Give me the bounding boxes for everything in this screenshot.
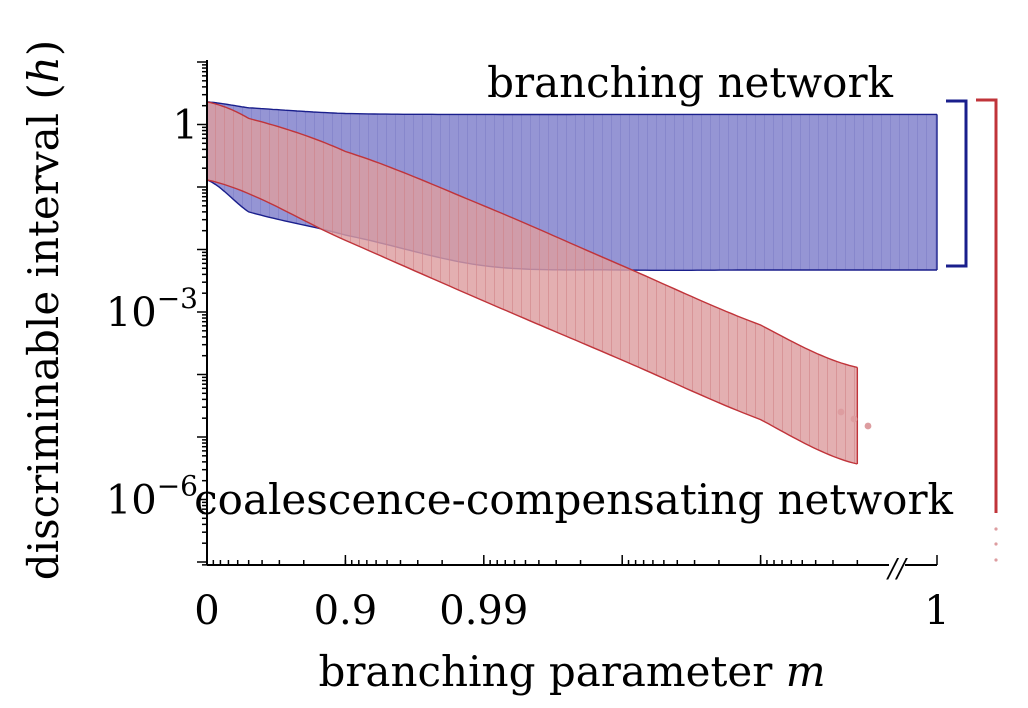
x-tick-labels: 0 0.9 0.99 1 bbox=[194, 588, 949, 634]
x-tick-label: 0.99 bbox=[439, 588, 528, 634]
band-upper-edge bbox=[207, 101, 937, 116]
continuation-dots bbox=[837, 408, 872, 430]
x-tick-label: 1 bbox=[924, 588, 949, 634]
x-ticks bbox=[206, 555, 938, 565]
x-axis-title-text: branching parameter bbox=[318, 647, 785, 696]
y-axis-title-close: ) bbox=[19, 40, 68, 56]
y-tick-label-exp: −3 bbox=[157, 282, 198, 315]
x-tick-label: 0 bbox=[194, 588, 219, 634]
bands bbox=[207, 101, 938, 465]
axis-break-mark: // bbox=[885, 554, 908, 584]
y-tick-label: 10−3 bbox=[106, 282, 198, 336]
y-tick-labels: 110−310−6 bbox=[106, 103, 198, 524]
band-coalescence bbox=[207, 101, 859, 465]
y-tick-label-exp: −6 bbox=[157, 470, 198, 503]
branching-range-bracket bbox=[946, 99, 968, 268]
band-upper-edge bbox=[207, 101, 858, 369]
y-tick-label-base: 10 bbox=[106, 478, 157, 524]
y-axis-title: discriminable interval (h) bbox=[19, 40, 68, 580]
x-tick-label: 0.9 bbox=[314, 588, 378, 634]
coalescence-range-bracket bbox=[976, 98, 998, 513]
y-tick-label-base: 1 bbox=[173, 103, 198, 149]
y-tick-label: 1 bbox=[173, 103, 198, 149]
y-tick-label: 10−6 bbox=[106, 470, 198, 524]
series-label-coalescence: coalescence-compensating network bbox=[194, 475, 953, 524]
x-axis-title: branching parameter m bbox=[318, 647, 825, 696]
series-label-branching: branching network bbox=[487, 58, 893, 107]
x-axis-title-var: m bbox=[786, 647, 826, 696]
axes: // bbox=[197, 60, 938, 584]
y-tick-label-base: 10 bbox=[106, 290, 157, 336]
y-axis-title-var: h bbox=[19, 56, 68, 83]
band-lower-edge bbox=[207, 179, 858, 465]
band-stripes bbox=[207, 101, 858, 465]
y-ticks bbox=[197, 61, 207, 566]
coalescence-bracket-continuation-dots bbox=[994, 527, 998, 562]
y-axis-title-text: discriminable interval ( bbox=[19, 83, 68, 580]
